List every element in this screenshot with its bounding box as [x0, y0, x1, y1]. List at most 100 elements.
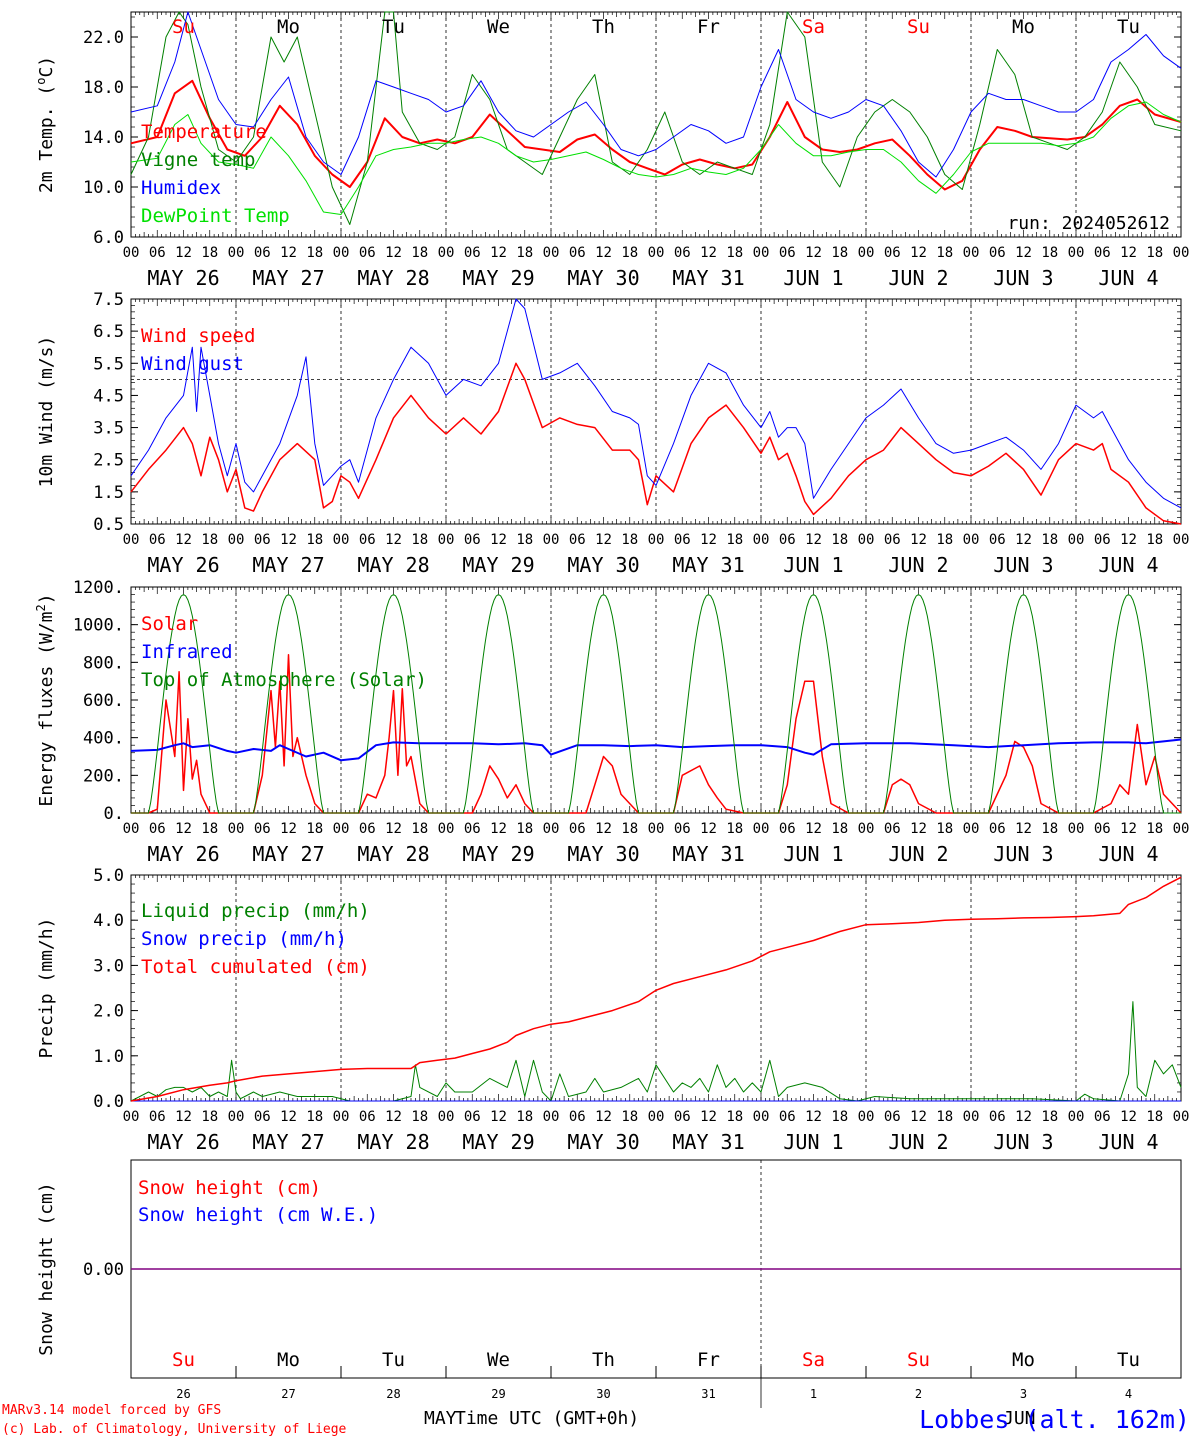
legend-entry: Solar — [141, 613, 198, 635]
hour-tick-label: 06 — [464, 532, 481, 548]
hour-tick-label: 18 — [516, 245, 533, 261]
hour-tick-label: 06 — [254, 821, 271, 837]
hour-tick-label: 06 — [1094, 245, 1111, 261]
hour-tick-label: 18 — [516, 1109, 533, 1125]
date-label: JUN 2 — [888, 266, 948, 290]
hour-tick-label: 06 — [149, 821, 166, 837]
weekday-label: Su — [172, 1349, 195, 1371]
y-tick-label: 3.5 — [93, 419, 124, 439]
y-tick-label: 14.0 — [83, 128, 124, 148]
hour-tick-label: 00 — [123, 821, 140, 837]
hour-tick-label: 00 — [438, 821, 455, 837]
hour-tick-label: 00 — [333, 245, 350, 261]
hour-tick-label: 18 — [201, 245, 218, 261]
y-tick-label: 1000. — [73, 616, 124, 636]
weekday-label: Tu — [1117, 1349, 1140, 1371]
hour-tick-label: 18 — [621, 821, 638, 837]
date-label: JUN 1 — [783, 553, 843, 577]
y-tick-label: 6.0 — [93, 228, 124, 248]
hour-tick-label: 00 — [438, 532, 455, 548]
hour-tick-label: 18 — [516, 821, 533, 837]
hour-tick-label: 12 — [910, 532, 927, 548]
hour-tick-label: 00 — [963, 532, 980, 548]
hour-tick-label: 12 — [910, 1109, 927, 1125]
hour-tick-label: 12 — [175, 821, 192, 837]
hour-tick-label: 12 — [700, 1109, 717, 1125]
weekday-label: Fr — [697, 16, 720, 38]
hour-tick-label: 18 — [831, 821, 848, 837]
date-label: MAY 30 — [567, 266, 639, 290]
date-number: 31 — [701, 1387, 715, 1401]
legend-entry: Temperature — [141, 121, 267, 143]
date-label: MAY 31 — [672, 1130, 744, 1154]
y-tick-label: 600. — [83, 691, 124, 711]
y-tick-label: 6.5 — [93, 322, 124, 342]
date-label: MAY 28 — [357, 553, 429, 577]
hour-tick-label: 12 — [1015, 821, 1032, 837]
hour-tick-label: 12 — [595, 245, 612, 261]
date-label: MAY 29 — [462, 1130, 534, 1154]
date-number: 2 — [915, 1387, 922, 1401]
hour-tick-label: 18 — [306, 821, 323, 837]
weekday-label: Tu — [1117, 16, 1140, 38]
series-line-humidex — [130, 11, 1182, 178]
hour-tick-label: 18 — [621, 1109, 638, 1125]
hour-tick-label: 06 — [359, 532, 376, 548]
hour-tick-label: 06 — [359, 821, 376, 837]
hour-tick-label: 00 — [648, 821, 665, 837]
hour-tick-label: 18 — [306, 245, 323, 261]
hour-tick-label: 00 — [753, 1109, 770, 1125]
hour-tick-label: 00 — [333, 1109, 350, 1125]
hour-tick-label: 06 — [884, 1109, 901, 1125]
hour-tick-label: 12 — [595, 532, 612, 548]
hour-tick-label: 18 — [1146, 245, 1163, 261]
x-axis-label: Time UTC (GMT+0h) — [455, 1408, 639, 1429]
date-label: JUN 3 — [993, 1130, 1053, 1154]
hour-tick-label: 06 — [254, 1109, 271, 1125]
hour-tick-label: 06 — [989, 245, 1006, 261]
hour-tick-label: 12 — [280, 821, 297, 837]
weekday-label: Th — [592, 1349, 615, 1371]
hour-tick-label: 00 — [1173, 245, 1190, 261]
hour-tick-label: 12 — [700, 821, 717, 837]
hour-tick-label: 18 — [621, 532, 638, 548]
series-line-dewpoint-temp — [130, 101, 1182, 215]
y-tick-label: 4.0 — [93, 911, 124, 931]
hour-tick-label: 00 — [543, 1109, 560, 1125]
y-tick-label: 3.0 — [93, 956, 124, 976]
hour-tick-label: 12 — [175, 245, 192, 261]
date-label: JUN 3 — [993, 266, 1053, 290]
credit-line-1: MARv3.14 model forced by GFS — [2, 1403, 221, 1418]
hour-tick-label: 18 — [411, 821, 428, 837]
hour-tick-label: 00 — [858, 821, 875, 837]
date-label: MAY 29 — [462, 553, 534, 577]
series-line-wind-gust — [130, 298, 1182, 509]
hour-tick-label: 12 — [280, 1109, 297, 1125]
hour-tick-label: 06 — [569, 821, 586, 837]
hour-tick-label: 06 — [989, 1109, 1006, 1125]
hour-tick-label: 12 — [490, 532, 507, 548]
hour-tick-label: 00 — [228, 532, 245, 548]
y-tick-label: 0. — [104, 804, 124, 824]
date-label: MAY 30 — [567, 842, 639, 866]
hour-tick-label: 12 — [805, 821, 822, 837]
hour-tick-label: 00 — [228, 821, 245, 837]
series-line-top-of-atmosphere-solar- — [131, 594, 1181, 814]
date-label: MAY 29 — [462, 266, 534, 290]
hour-tick-label: 12 — [595, 1109, 612, 1125]
run-annotation: run: 2024052612 — [1007, 213, 1170, 234]
date-label: MAY 27 — [252, 842, 324, 866]
date-label: MAY 28 — [357, 266, 429, 290]
hour-tick-label: 00 — [543, 821, 560, 837]
hour-tick-label: 00 — [543, 245, 560, 261]
hour-tick-label: 18 — [201, 532, 218, 548]
hour-tick-label: 18 — [1041, 245, 1058, 261]
hour-tick-label: 06 — [254, 532, 271, 548]
weekday-label: Sa — [802, 1349, 825, 1371]
date-label: MAY 31 — [672, 553, 744, 577]
legend-entry: Top of Atmosphere (Solar) — [141, 669, 427, 691]
hour-tick-label: 00 — [1173, 1109, 1190, 1125]
hour-tick-label: 18 — [1146, 821, 1163, 837]
hour-tick-label: 00 — [123, 1109, 140, 1125]
